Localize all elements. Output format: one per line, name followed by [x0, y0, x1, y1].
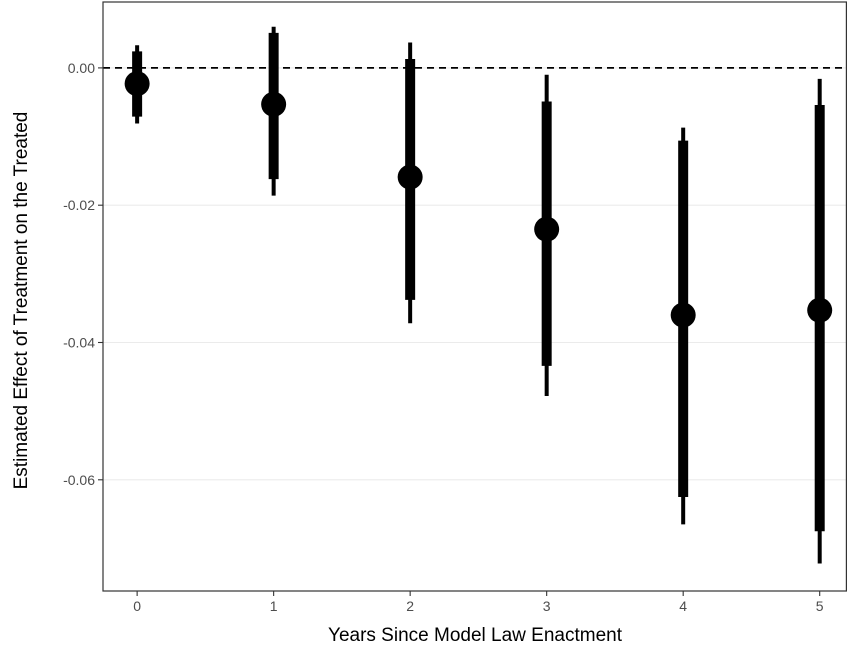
point-estimate — [397, 164, 423, 190]
y-axis-ticks: 0.00 -0.02 -0.04 -0.06 — [63, 60, 103, 488]
x-tick-label: 0 — [133, 598, 141, 614]
x-axis-title: Years Since Model Law Enactment — [328, 625, 623, 646]
x-tick-label: 3 — [543, 598, 551, 614]
x-tick-label: 5 — [816, 598, 824, 614]
x-tick-label: 1 — [270, 598, 278, 614]
y-tick-label: 0.00 — [68, 60, 95, 76]
point-estimate — [261, 91, 287, 117]
y-tick-label: -0.06 — [63, 472, 95, 488]
y-tick-label: -0.04 — [63, 334, 95, 350]
point-estimate — [807, 297, 833, 323]
estimates-layer — [124, 26, 833, 564]
x-tick-label: 2 — [406, 598, 414, 614]
y-tick-label: -0.02 — [63, 197, 95, 213]
point-estimate — [670, 302, 696, 328]
point-estimate — [534, 216, 560, 242]
x-tick-label: 4 — [679, 598, 687, 614]
x-axis-ticks: 0 1 2 3 4 5 — [133, 591, 824, 614]
gridlines — [103, 67, 847, 481]
panel-border — [102, 1, 847, 592]
y-axis-title: Estimated Effect of Treatment on the Tre… — [11, 112, 32, 490]
point-estimate — [124, 71, 150, 97]
